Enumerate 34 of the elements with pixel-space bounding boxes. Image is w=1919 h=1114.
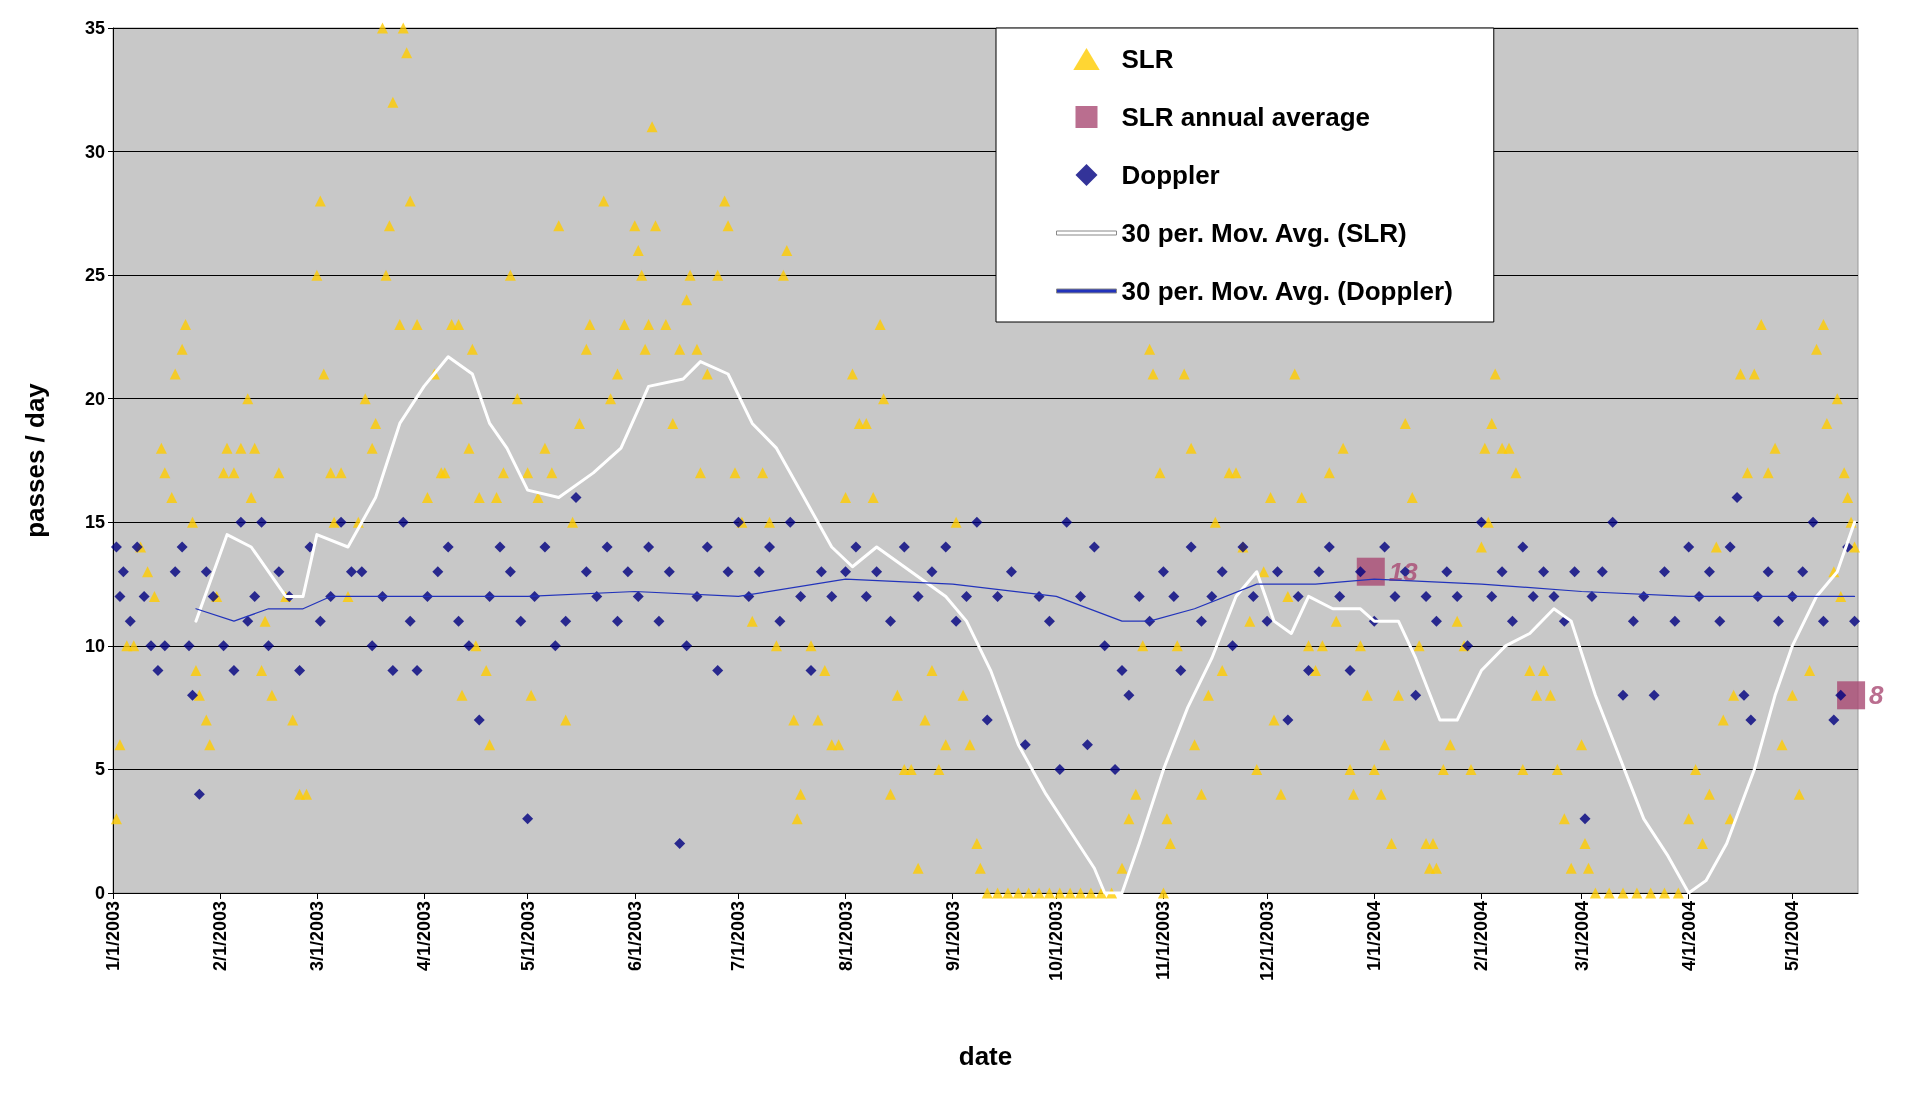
x-tick-label: 2/1/2004	[1471, 901, 1492, 972]
x-tick-label: 4/1/2004	[1678, 901, 1699, 972]
data-label: 13	[1388, 556, 1419, 587]
x-tick-label: 3/1/2004	[1571, 901, 1592, 972]
y-tick-label: 35	[84, 18, 105, 38]
y-tick-label: 25	[84, 265, 105, 286]
legend-label: Doppler	[1121, 160, 1220, 190]
legend-label: 30 per. Mov. Avg. (SLR)	[1121, 218, 1407, 248]
x-tick-label: 5/1/2004	[1782, 901, 1803, 972]
y-tick-label: 10	[84, 635, 105, 656]
data-label: 8	[1869, 680, 1885, 711]
x-tick-label: 5/1/2003	[517, 901, 538, 972]
x-tick-label: 4/1/2003	[413, 901, 434, 972]
legend-label: SLR	[1121, 44, 1174, 74]
x-tick-label: 8/1/2003	[835, 901, 856, 972]
x-tick-label: 12/1/2003	[1257, 901, 1278, 982]
x-tick-label: 6/1/2003	[624, 901, 645, 972]
legend-label: 30 per. Mov. Avg. (Doppler)	[1121, 276, 1453, 306]
x-axis-title: date	[958, 1041, 1013, 1071]
x-tick-label: 10/1/2003	[1046, 901, 1067, 982]
y-tick-label: 30	[84, 141, 105, 162]
y-tick-label: 0	[94, 883, 105, 903]
legend-label: SLR annual average	[1121, 102, 1371, 132]
y-tick-label: 20	[84, 388, 105, 409]
x-tick-label: 1/1/2003	[103, 901, 123, 972]
x-tick-label: 2/1/2003	[210, 901, 231, 972]
x-tick-label: 11/1/2003	[1153, 901, 1174, 981]
x-tick-label: 9/1/2003	[942, 901, 963, 972]
x-tick-label: 1/1/2004	[1364, 901, 1385, 972]
x-tick-label: 3/1/2003	[306, 901, 327, 972]
y-tick-label: 15	[84, 512, 105, 533]
y-axis-title: passes / day	[20, 382, 50, 538]
y-tick-label: 5	[94, 759, 105, 780]
x-tick-label: 7/1/2003	[728, 901, 749, 972]
